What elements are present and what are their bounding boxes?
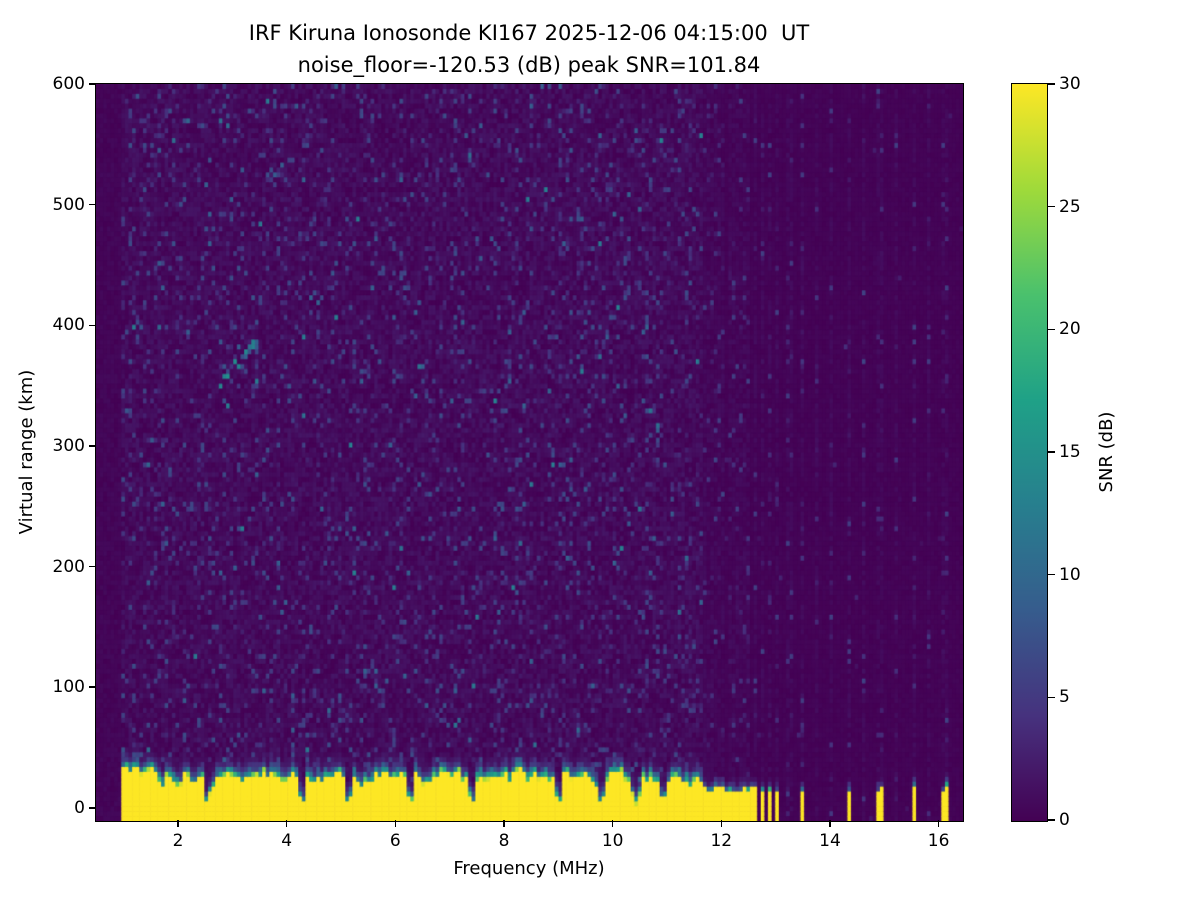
- colorbar-tick-mark: [1047, 83, 1055, 85]
- y-tick-label: 600: [52, 74, 85, 94]
- x-tick-label: 10: [601, 831, 624, 851]
- colorbar-tick-mark: [1047, 451, 1055, 453]
- colorbar: [1010, 82, 1048, 822]
- colorbar-tick-label: 0: [1059, 810, 1070, 830]
- chart-title-line-2: noise_floor=-120.53 (dB) peak SNR=101.84: [297, 53, 761, 77]
- y-tick-mark: [89, 203, 96, 206]
- colorbar-tick-mark: [1047, 696, 1055, 699]
- chart-title-line-1: IRF Kiruna Ionosonde KI167 2025-12-06 04…: [248, 21, 810, 45]
- y-tick-label: 100: [52, 677, 85, 698]
- x-tick-label: 8: [498, 831, 510, 851]
- colorbar-tick-mark: [1047, 819, 1055, 821]
- x-tick-mark: [177, 820, 179, 827]
- x-tick-label: 4: [281, 831, 293, 851]
- x-tick-label: 2: [172, 831, 184, 851]
- ionogram-heatmap: [95, 83, 963, 821]
- colorbar-tick-label: 5: [1059, 687, 1070, 708]
- x-tick-mark: [611, 820, 614, 827]
- x-tick-label: 12: [710, 831, 733, 851]
- colorbar-tick-label: 30: [1059, 74, 1081, 94]
- x-tick-mark: [285, 820, 288, 827]
- y-tick-mark: [89, 686, 96, 689]
- x-tick-mark: [503, 820, 505, 827]
- x-tick-label: 16: [927, 831, 950, 851]
- x-axis-label: Frequency (MHz): [453, 858, 605, 879]
- plot-area: [94, 82, 964, 822]
- x-tick-label: 6: [389, 831, 401, 851]
- x-tick-label: 14: [819, 831, 841, 851]
- x-tick-mark: [937, 820, 940, 827]
- y-tick-mark: [89, 807, 96, 809]
- y-tick-label: 500: [52, 194, 85, 215]
- y-tick-label: 300: [52, 435, 85, 456]
- colorbar-tick-label: 15: [1059, 442, 1081, 462]
- colorbar-gradient: [1011, 83, 1047, 821]
- y-tick-mark: [89, 565, 96, 568]
- y-tick-label: 200: [52, 556, 85, 577]
- y-tick-mark: [89, 83, 96, 85]
- y-tick-label: 0: [74, 797, 85, 818]
- x-tick-mark: [720, 820, 723, 827]
- y-tick-mark: [89, 445, 96, 447]
- colorbar-tick-label: 10: [1059, 564, 1081, 585]
- colorbar-tick-mark: [1047, 205, 1055, 208]
- colorbar-tick-label: 20: [1059, 319, 1081, 340]
- y-tick-label: 400: [52, 315, 85, 336]
- y-tick-mark: [89, 324, 96, 327]
- colorbar-tick-label: 25: [1059, 196, 1081, 217]
- colorbar-tick-mark: [1047, 328, 1055, 331]
- x-tick-mark: [829, 820, 831, 827]
- colorbar-tick-mark: [1047, 573, 1055, 576]
- x-tick-mark: [394, 820, 397, 827]
